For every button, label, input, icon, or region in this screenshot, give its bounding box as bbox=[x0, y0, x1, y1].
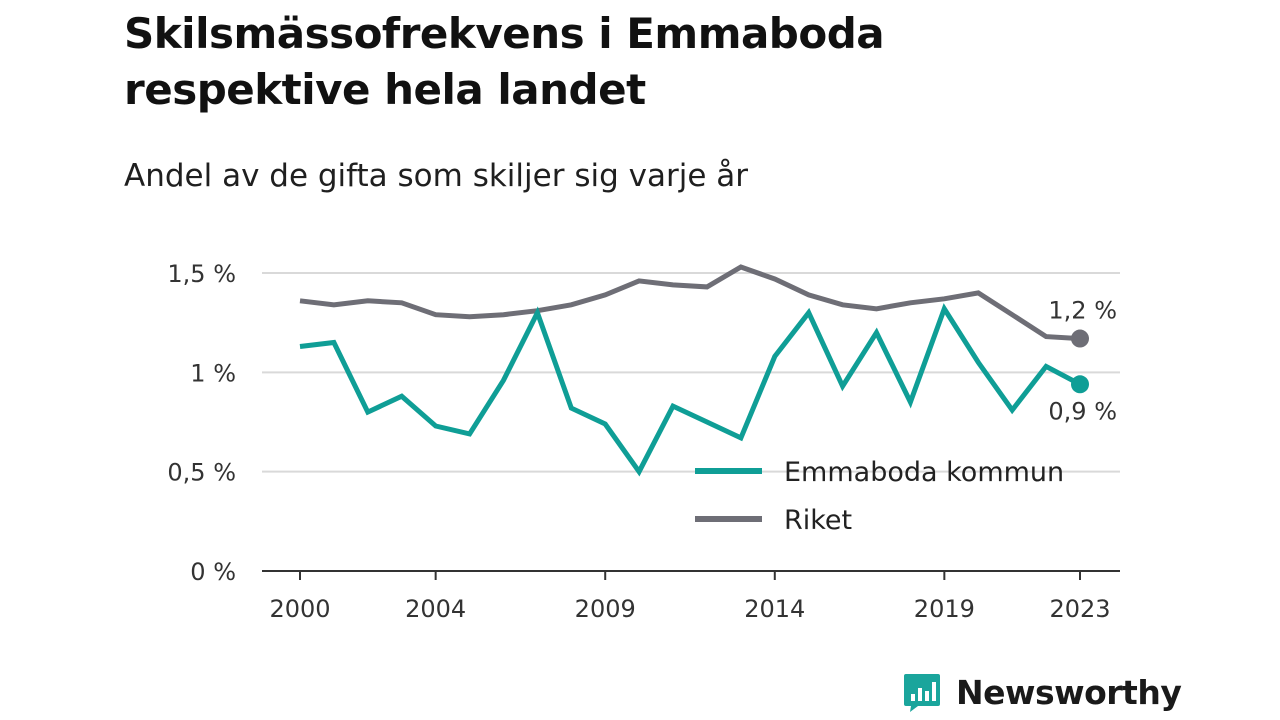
y-tick-label: 0,5 % bbox=[167, 459, 236, 487]
x-tick-label: 2009 bbox=[575, 595, 636, 623]
chart-subtitle: Andel av de gifta som skiljer sig varje … bbox=[124, 158, 748, 194]
series-line-emmaboda bbox=[299, 303, 1082, 477]
x-axis: 2000 2004 2009 2014 2019 2023 bbox=[262, 570, 1120, 623]
newsworthy-logo-text: Newsworthy bbox=[956, 672, 1182, 712]
legend-label: Riket bbox=[784, 505, 852, 536]
y-tick-label: 1 % bbox=[190, 359, 236, 387]
series-line-riket bbox=[299, 264, 1081, 342]
x-tick-label: 2014 bbox=[744, 595, 805, 623]
y-tick-label: 0 % bbox=[190, 558, 236, 586]
legend: Emmaboda kommun Riket bbox=[695, 457, 1064, 536]
x-tick-label: 2023 bbox=[1049, 595, 1110, 623]
x-tick-label: 2019 bbox=[914, 595, 975, 623]
y-axis-ticks: 0 % 0,5 % 1 % 1,5 % bbox=[167, 260, 236, 586]
end-point bbox=[1071, 375, 1089, 394]
newsworthy-logo: Newsworthy bbox=[902, 670, 1182, 714]
newsworthy-logo-icon bbox=[902, 672, 942, 712]
end-label-riket: 1,2 % bbox=[1048, 297, 1117, 325]
y-tick-label: 1,5 % bbox=[167, 260, 236, 288]
chart-title: Skilsmässofrekvens i Emmaboda respektive… bbox=[124, 9, 885, 114]
series-lines: 1,2 % 0,9 % bbox=[299, 264, 1117, 477]
end-label-emmaboda: 0,9 % bbox=[1048, 397, 1117, 425]
x-tick-label: 2000 bbox=[269, 595, 330, 623]
x-tick-label: 2004 bbox=[405, 595, 466, 623]
gridlines bbox=[262, 272, 1120, 473]
legend-label: Emmaboda kommun bbox=[784, 457, 1064, 488]
end-point bbox=[1071, 329, 1089, 348]
